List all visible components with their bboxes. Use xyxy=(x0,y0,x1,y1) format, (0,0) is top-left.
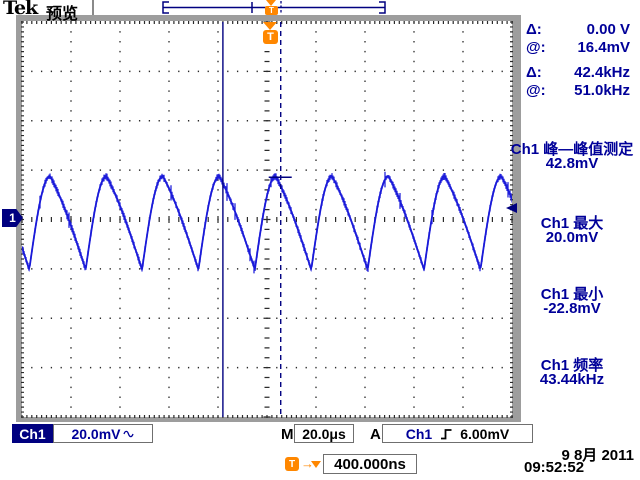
record-trigger-t-icon: T xyxy=(265,6,278,15)
timebase-box: 20.0μs xyxy=(294,424,354,443)
trigger-source: Ch1 xyxy=(405,425,433,442)
measurement-min-value: -22.8mV xyxy=(543,300,601,317)
ch1-trace-noise-band xyxy=(22,171,512,274)
right-arrow-icon: → xyxy=(301,456,314,471)
delay-down-triangle-icon xyxy=(311,461,321,468)
record-trigger-arrow-icon xyxy=(266,0,276,6)
readout-delta-frequency: Δ: 42.4kHz xyxy=(526,64,630,81)
rising-edge-icon xyxy=(441,428,452,439)
date-display: 9 8月 2011 xyxy=(561,447,634,464)
measurement-max-title: Ch1 最大 xyxy=(540,215,604,232)
trigger-level-arrow-icon xyxy=(506,203,517,213)
readout-at-frequency: @: 51.0kHz xyxy=(526,82,630,99)
at-frequency-value: 51.0kHz xyxy=(574,82,630,99)
tek-logo: Tek xyxy=(3,0,38,19)
measurement-min-title: Ch1 最小 xyxy=(540,286,604,303)
center-axis-ticks xyxy=(21,21,513,418)
delay-value-box: 400.000ns xyxy=(323,454,417,474)
graticule-frame xyxy=(16,15,521,422)
at-label: @: xyxy=(526,82,546,99)
trigger-position-t-icon: T xyxy=(263,30,278,44)
trigger-level-value: 6.00mV xyxy=(460,425,510,442)
timebase-label: M xyxy=(281,426,294,443)
channel-1-marker: 1 xyxy=(2,209,23,227)
acquisition-mode-label: 预览 xyxy=(46,6,79,23)
record-view-bar xyxy=(162,1,386,14)
readout-at-voltage: @: 16.4mV xyxy=(526,39,630,56)
header-divider xyxy=(92,0,94,15)
acquisition-label: A xyxy=(370,426,381,443)
trigger-position-arrow-icon xyxy=(263,22,277,30)
measurement-freq-title: Ch1 频率 xyxy=(540,357,604,374)
channel-1-scale-box: 20.0mV xyxy=(53,424,153,443)
measurement-max-value: 20.0mV xyxy=(545,229,599,246)
channel-1-label-badge: Ch1 xyxy=(12,424,53,443)
delta-voltage-value: 0.00 V xyxy=(586,21,630,38)
delta-frequency-value: 42.4kHz xyxy=(574,64,630,81)
coupling-sine-icon xyxy=(122,430,134,437)
at-label: @: xyxy=(526,39,546,56)
measurement-pkpk-title: Ch1 峰—峰值测定 xyxy=(510,141,634,158)
channel-scale-value: 20.0mV xyxy=(71,425,121,442)
measurement-freq-value: 43.44kHz xyxy=(539,371,605,388)
delay-t-icon: T xyxy=(285,457,299,471)
delta-label: Δ: xyxy=(526,21,542,38)
border-ticks xyxy=(21,21,513,418)
delta-label: Δ: xyxy=(526,64,542,81)
measurement-pkpk-value: 42.8mV xyxy=(545,155,599,172)
readout-delta-voltage: Δ: 0.00 V xyxy=(526,21,630,38)
trigger-info-box: Ch1 6.00mV xyxy=(382,424,533,443)
time-display: 09:52:52 xyxy=(524,459,585,476)
at-voltage-value: 16.4mV xyxy=(577,39,630,56)
